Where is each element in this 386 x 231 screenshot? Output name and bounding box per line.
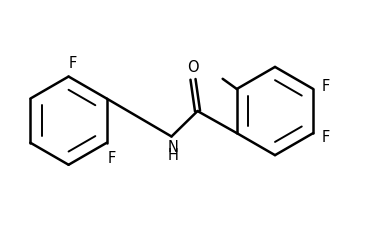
Text: F: F: [321, 129, 329, 144]
Text: N: N: [167, 139, 178, 154]
Text: O: O: [187, 59, 199, 74]
Text: F: F: [107, 150, 115, 165]
Text: F: F: [321, 79, 329, 94]
Text: H: H: [167, 147, 178, 162]
Text: F: F: [69, 55, 77, 70]
